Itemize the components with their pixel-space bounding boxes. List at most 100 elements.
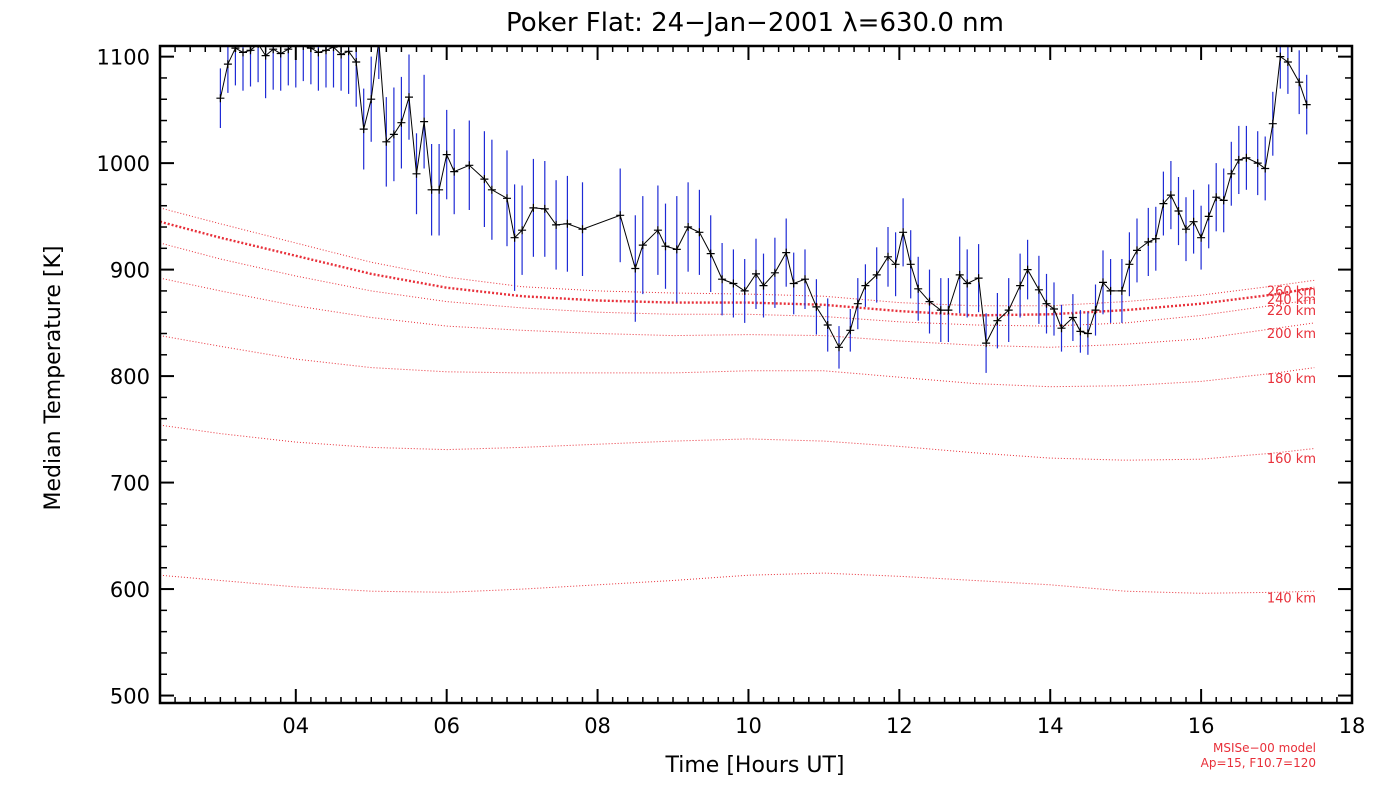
data-point — [914, 284, 923, 293]
y-tick-label: 1100 — [97, 46, 150, 70]
data-point — [759, 281, 768, 290]
data-point — [1125, 260, 1134, 269]
y-axis-label: Median Temperature [K] — [41, 246, 66, 511]
data-point — [1212, 193, 1221, 202]
measured-line — [219, 46, 1308, 349]
data-point — [1042, 299, 1051, 308]
data-point — [974, 274, 983, 283]
data-point — [770, 268, 779, 277]
data-point — [1159, 199, 1168, 208]
data-point — [846, 326, 855, 335]
data-point — [1227, 169, 1236, 178]
x-tick-label: 06 — [433, 714, 460, 738]
data-point — [1261, 164, 1270, 173]
x-tick-label: 14 — [1037, 714, 1064, 738]
data-point — [382, 137, 391, 146]
data-point — [552, 220, 561, 229]
model-label-140-km: 140 km — [1267, 591, 1316, 606]
y-tick-label: 500 — [110, 685, 150, 709]
data-point — [672, 245, 681, 254]
data-point — [706, 249, 715, 258]
data-point — [1050, 305, 1058, 313]
model-note-line-2: Ap=15, F10.7=120 — [1201, 756, 1316, 770]
model-label-200-km: 200 km — [1267, 327, 1316, 342]
data-point — [616, 211, 625, 220]
data-point — [314, 48, 323, 57]
data-point — [405, 93, 413, 102]
data-point — [695, 228, 704, 237]
data-point — [465, 161, 474, 170]
data-point — [239, 48, 247, 57]
data-point — [563, 219, 572, 228]
data-point — [480, 175, 489, 184]
data-point — [1057, 324, 1066, 333]
x-tick-label: 12 — [886, 714, 913, 738]
data-point — [487, 185, 496, 194]
data-point — [540, 204, 549, 213]
data-point — [261, 51, 270, 60]
data-point — [442, 150, 451, 159]
x-tick-label: 10 — [735, 714, 762, 738]
data-point — [1117, 286, 1126, 295]
data-point — [631, 264, 640, 273]
y-tick-label: 900 — [110, 259, 150, 283]
data-point — [352, 58, 361, 66]
data-point — [812, 302, 821, 311]
data-point — [782, 248, 791, 257]
data-point — [1174, 207, 1183, 215]
data-point — [789, 279, 798, 288]
error-bars — [219, 46, 1308, 373]
data-point — [412, 169, 421, 178]
data-point — [872, 270, 881, 279]
data-point — [1034, 285, 1043, 294]
plot-frame: 04 06 08 10 12 14 16 18 500 600 700 800 900 1000 1100 — [97, 44, 1366, 738]
y-tick-label: 600 — [110, 578, 150, 602]
data-point — [1133, 246, 1141, 255]
data-point — [389, 130, 398, 139]
data-point — [1219, 196, 1228, 205]
model-curve-220-km — [160, 242, 1315, 327]
model-label-160-km: 160 km — [1267, 452, 1316, 467]
x-axis-label: Time [Hours UT] — [665, 753, 845, 778]
model-curve-240-km — [160, 220, 1315, 317]
data-point — [963, 279, 972, 288]
data-point — [344, 47, 353, 56]
data-point — [853, 299, 862, 308]
data-point — [835, 343, 843, 352]
model-curve-260-km — [160, 207, 1315, 307]
data-point — [993, 316, 1002, 325]
data-point — [1182, 225, 1190, 234]
data-point — [1268, 119, 1277, 128]
model-curves — [160, 207, 1315, 594]
model-label-220-km: 220 km — [1267, 304, 1316, 319]
model-curve-200-km — [160, 277, 1315, 348]
data-point — [823, 321, 832, 329]
x-tick-label: 08 — [584, 714, 611, 738]
axes-frame — [158, 44, 1354, 705]
data-point — [299, 46, 308, 50]
data-point — [936, 306, 945, 315]
data-point — [899, 228, 908, 237]
data-point — [420, 117, 429, 126]
x-tick-label: 16 — [1188, 714, 1215, 738]
data-point — [450, 167, 459, 176]
data-point — [1283, 58, 1292, 66]
model-curve-180-km — [160, 335, 1315, 388]
data-point — [435, 185, 444, 194]
x-tick-label: 18 — [1339, 714, 1366, 738]
data-point — [1144, 237, 1153, 246]
data-point — [223, 60, 232, 69]
data-point — [982, 339, 991, 348]
data-point — [653, 226, 662, 235]
data-point — [359, 125, 368, 134]
data-point — [1076, 327, 1085, 336]
data-point — [801, 275, 809, 284]
model-curve-140-km — [160, 572, 1315, 594]
model-label-240-km: 240 km — [1267, 293, 1316, 308]
data-point — [367, 95, 376, 104]
data-point — [740, 286, 749, 295]
data-point — [906, 260, 915, 269]
data-point — [684, 223, 693, 231]
data-point — [1083, 329, 1092, 338]
y-tick-label: 1000 — [97, 152, 150, 176]
